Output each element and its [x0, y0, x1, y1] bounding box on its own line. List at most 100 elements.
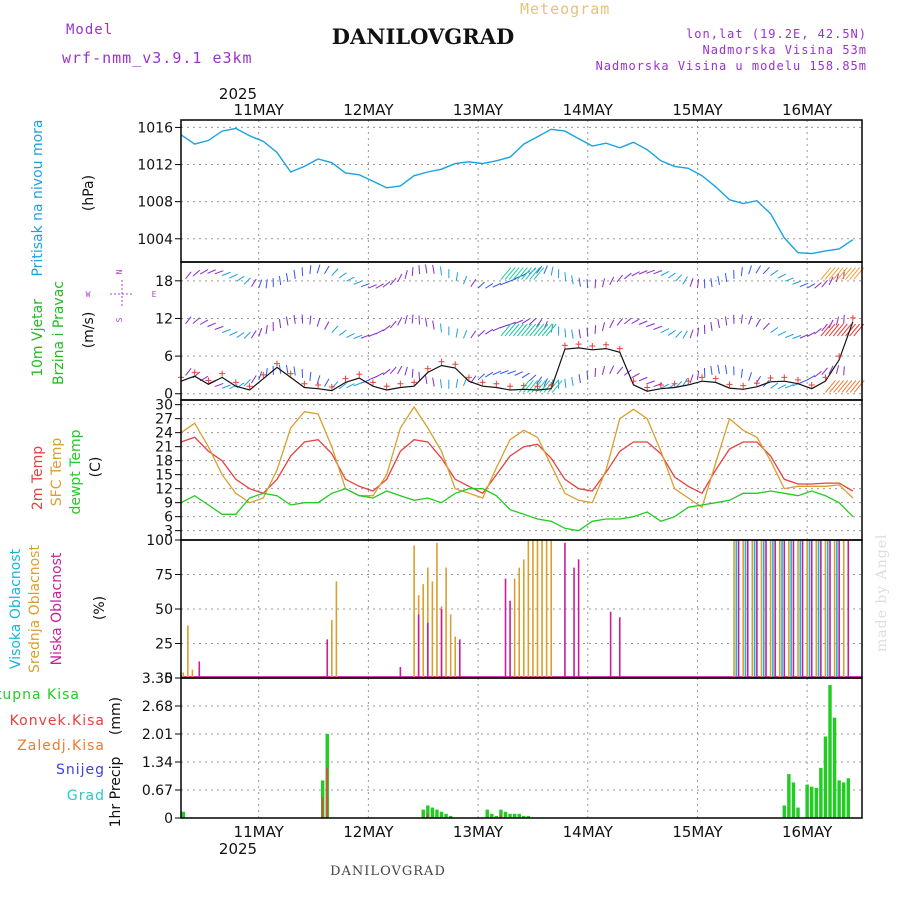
precip-bar — [782, 805, 787, 818]
wind-arrow — [331, 325, 339, 333]
wind-arrow — [338, 382, 347, 390]
wind-arrow — [594, 279, 597, 289]
precip-bar — [526, 815, 531, 818]
wind-arrow — [755, 265, 762, 274]
wind-strong-arrow — [820, 267, 832, 280]
precip-bar — [326, 767, 328, 818]
wind-arrow — [439, 379, 443, 389]
wind-arrow — [492, 370, 502, 376]
wind-arrow — [346, 332, 355, 338]
wind-arrow — [229, 331, 238, 336]
wind-arrow — [689, 277, 694, 287]
wind-arrow — [243, 277, 251, 285]
wind-arrow — [609, 365, 615, 374]
legend-snijeg: Snijeg — [56, 762, 105, 778]
legend-ukupna: Ukupna Kisa — [0, 687, 80, 703]
wind-arrow — [185, 271, 192, 280]
ytick-label: 3 — [164, 524, 173, 540]
wind-gust-marker — [315, 381, 322, 388]
model-altitude-label: Nadmorska Visina u modelu 158.85m — [596, 59, 867, 73]
wind-ylabel-1: 10m Vjetar — [30, 299, 46, 377]
plot-layer: 1016101210081004181260302724211815129631… — [137, 120, 865, 827]
wind-arrow — [631, 271, 640, 277]
wind-arrow — [353, 280, 363, 285]
precip-bar — [828, 685, 832, 818]
wind-arrow — [653, 325, 663, 330]
ytick-label: 75 — [155, 568, 173, 584]
ytick-label: 1008 — [137, 195, 173, 211]
wind-strong-arrow — [845, 267, 856, 280]
wind-arrow — [653, 270, 663, 275]
compass-n: N — [115, 269, 124, 274]
precip-bar — [787, 774, 791, 818]
wind-arrow — [432, 264, 435, 274]
wind-arrow — [821, 279, 828, 288]
wind-arrow — [397, 273, 403, 283]
ytick-label: 27 — [155, 412, 173, 428]
wind-arrow — [777, 330, 787, 336]
ytick-label: 15 — [155, 468, 173, 484]
wind-arrow — [762, 322, 770, 330]
wind-arrow — [331, 268, 339, 276]
wind-arrow — [485, 282, 494, 289]
wind-arrow — [411, 267, 414, 277]
wind-strong-arrow — [828, 267, 840, 280]
precip-bar — [512, 813, 517, 818]
cloud-unit: (%) — [92, 596, 108, 620]
wind-strong-arrow — [836, 323, 848, 337]
wind-arrow — [586, 370, 589, 380]
wind-strong-arrow — [521, 267, 532, 280]
wind-arrow — [432, 377, 435, 387]
precip-bar — [837, 780, 841, 818]
wind-arrow — [285, 364, 289, 375]
wind-arrow — [564, 328, 567, 338]
wind-arrow — [696, 327, 700, 337]
wind-strong-arrow — [841, 380, 853, 393]
wind-gust-marker — [795, 376, 802, 383]
wind-strong-arrow — [836, 267, 848, 280]
wind-gust-marker — [671, 380, 678, 387]
wind-arrow — [250, 375, 257, 384]
wind-arrow — [207, 269, 216, 274]
wind-strong-arrow — [824, 323, 836, 337]
precip-legend: Ukupna Kisa Konvek.Kisa Zaledj.Kisa Snij… — [0, 687, 124, 827]
wind-arrow — [638, 320, 648, 325]
wind-arrow — [536, 319, 543, 327]
wind-arrow — [762, 266, 770, 275]
bottom-year-label: 2025 — [219, 840, 257, 858]
wind-arrow — [806, 283, 816, 289]
wind-arrow — [660, 271, 670, 276]
precip-bar — [846, 778, 851, 818]
wind-arrow — [389, 277, 397, 286]
wind-arrow — [578, 374, 581, 384]
wind-strong-arrow — [529, 323, 541, 337]
wind-arrow — [601, 365, 606, 375]
wind-arrow — [397, 317, 403, 326]
wind-arrow — [382, 325, 391, 332]
wind-arrow — [777, 384, 787, 390]
wind-arrow — [785, 333, 794, 339]
wind-ylabel-2: Brzina i Pravac — [51, 281, 67, 385]
ytick-label: 12 — [155, 311, 173, 327]
wind-arrow — [375, 283, 384, 289]
wind-arrow — [740, 314, 743, 324]
wind-strong-arrow — [547, 380, 559, 393]
wind-arrow — [185, 367, 192, 376]
wind-strong-arrow — [543, 380, 555, 393]
wind-arrow — [586, 279, 589, 289]
wind-arrow — [821, 323, 828, 332]
wind-gust-marker — [424, 365, 431, 372]
wind-arrow — [477, 373, 485, 381]
wind-arrow — [828, 319, 834, 329]
temp-ylabel-3: dewpt Temp — [68, 429, 84, 514]
wind-arrow — [214, 270, 224, 275]
wind-strong-arrow — [820, 323, 832, 337]
precip-bar — [485, 809, 489, 818]
bottom-day-13MAY: 13MAY — [453, 823, 504, 841]
wind-arrow — [521, 372, 530, 379]
precip-bar — [426, 813, 429, 818]
wind-arrow — [806, 331, 816, 338]
wind-arrow — [338, 329, 347, 336]
wind-strong-arrow — [849, 323, 861, 337]
wind-arrow — [309, 315, 312, 325]
